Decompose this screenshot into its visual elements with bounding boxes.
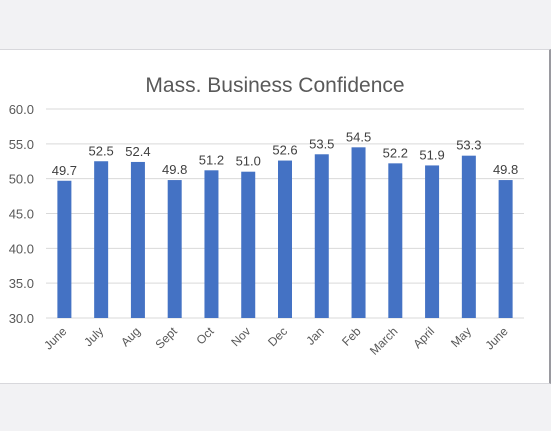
- x-tick-label: Dec: [265, 324, 290, 349]
- bars: 49.7 52.5 52.4 49.8 51.2 51.0 52.6 53.5 54.5 52.2…: [52, 129, 518, 318]
- data-label: 51.9: [419, 147, 444, 162]
- y-tick-label: 30.0: [9, 311, 34, 326]
- x-tick-label: Nov: [228, 324, 253, 349]
- bar: [388, 163, 403, 318]
- x-tick-label: Sept: [152, 324, 180, 352]
- bar: [351, 147, 366, 318]
- y-tick-label: 60.0: [9, 102, 34, 117]
- x-tick-label: Feb: [339, 324, 364, 349]
- bar: [461, 155, 476, 318]
- bar: [94, 161, 109, 318]
- data-label: 49.7: [52, 163, 77, 178]
- data-label: 49.8: [162, 162, 187, 177]
- bar: [498, 180, 513, 318]
- bar: [241, 171, 256, 318]
- data-label: 52.6: [272, 143, 297, 158]
- x-tick-label: July: [81, 324, 106, 349]
- bar: [314, 154, 329, 318]
- data-label: 49.8: [493, 162, 518, 177]
- data-label: 53.5: [309, 136, 334, 151]
- y-tick-label: 40.0: [9, 241, 34, 256]
- y-axis: 30.0 35.0 40.0 45.0 50.0 55.0 60.0: [9, 102, 34, 326]
- chart-panel: Mass. Business Confidence 30.0 35.0 40.0 45…: [0, 49, 551, 384]
- x-tick-label: Oct: [193, 324, 217, 348]
- x-axis: June July Aug Sept Oct Nov Dec Jan Feb March April…: [41, 324, 511, 358]
- data-label: 54.5: [346, 129, 371, 144]
- chart-title: Mass. Business Confidence: [145, 74, 404, 97]
- x-tick-label: June: [41, 324, 70, 353]
- y-tick-label: 35.0: [9, 276, 34, 291]
- bar-chart: Mass. Business Confidence 30.0 35.0 40.0 45…: [9, 74, 524, 358]
- bar: [278, 160, 292, 318]
- y-tick-label: 50.0: [9, 172, 34, 187]
- data-label: 51.2: [199, 152, 224, 167]
- bar: [204, 170, 219, 318]
- data-label: 52.5: [88, 143, 113, 158]
- data-label: 51.0: [236, 154, 261, 169]
- y-tick-label: 45.0: [9, 207, 34, 222]
- x-tick-label: June: [482, 324, 511, 353]
- x-tick-label: Aug: [118, 324, 143, 349]
- bar: [167, 180, 182, 318]
- y-tick-label: 55.0: [9, 137, 34, 152]
- bar: [425, 165, 440, 318]
- data-label: 52.2: [383, 145, 408, 160]
- bar: [130, 161, 145, 318]
- data-label: 53.3: [456, 138, 481, 153]
- x-tick-label: May: [448, 324, 474, 350]
- data-label: 52.4: [125, 144, 150, 159]
- bar: [57, 180, 72, 318]
- x-tick-label: April: [410, 324, 437, 351]
- x-tick-label: March: [367, 324, 400, 357]
- x-tick-label: Jan: [303, 324, 327, 348]
